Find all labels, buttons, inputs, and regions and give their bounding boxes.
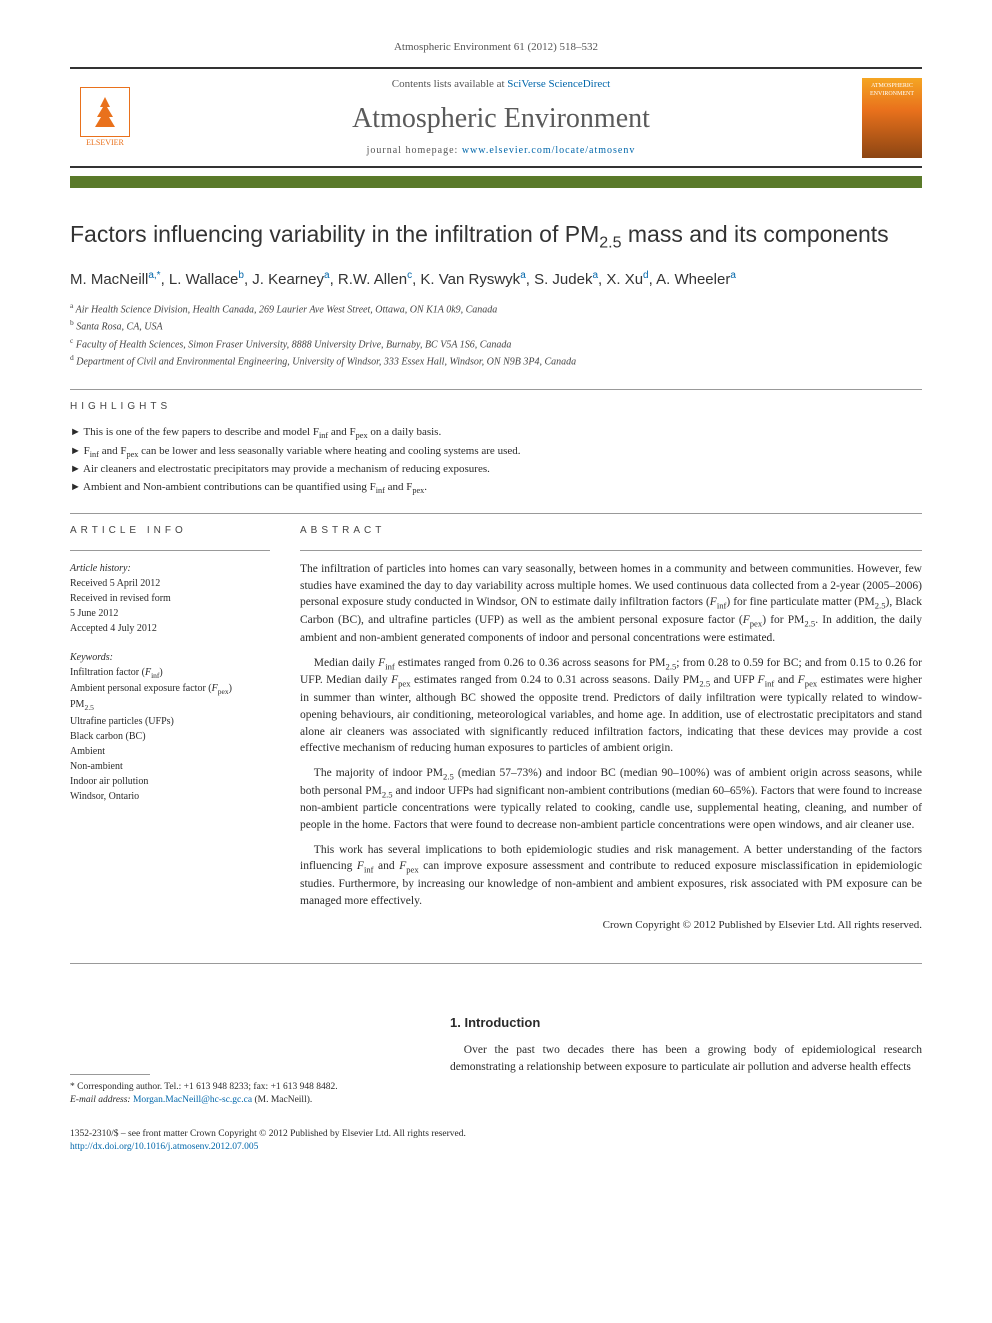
- doi-value: 10.1016/j.atmosenv.2012.07.005: [134, 1142, 258, 1152]
- highlight-item: Air cleaners and electrostatic precipita…: [70, 461, 922, 479]
- highlight-item: Ambient and Non-ambient contributions ca…: [70, 479, 922, 497]
- affiliations: a Air Health Science Division, Health Ca…: [70, 300, 922, 369]
- copyright-line: Crown Copyright © 2012 Published by Else…: [300, 918, 922, 933]
- abstract-text: The infiltration of particles into homes…: [300, 561, 922, 910]
- abstract-paragraph: The majority of indoor PM2.5 (median 57–…: [300, 765, 922, 834]
- footnote-rule: [70, 1074, 150, 1075]
- history-revised: Received in revised form 5 June 2012: [70, 591, 270, 621]
- corr-author-line: * Corresponding author. Tel.: +1 613 948…: [70, 1081, 420, 1094]
- divider: [70, 550, 270, 551]
- highlights-list: This is one of the few papers to describ…: [70, 424, 922, 497]
- homepage-prefix: journal homepage:: [367, 145, 462, 156]
- journal-cover-thumbnail[interactable]: ATMOSPHERIC ENVIRONMENT: [862, 78, 922, 158]
- article-info-label: ARTICLE INFO: [70, 524, 270, 538]
- keyword: Black carbon (BC): [70, 729, 270, 744]
- keyword: PM2.5: [70, 697, 270, 713]
- email-label: E-mail address:: [70, 1095, 133, 1105]
- masthead-center: Contents lists available at SciVerse Sci…: [140, 77, 862, 158]
- keyword: Non-ambient: [70, 759, 270, 774]
- elsevier-tree-icon: [80, 87, 130, 137]
- homepage-link[interactable]: www.elsevier.com/locate/atmosenv: [462, 145, 636, 156]
- abstract-label: ABSTRACT: [300, 524, 922, 538]
- footer-issn-text: 1352-2310/$ – see front matter Crown Cop…: [70, 1128, 922, 1141]
- header-citation: Atmospheric Environment 61 (2012) 518–53…: [70, 40, 922, 55]
- doi-prefix: http://dx.doi.org/: [70, 1142, 134, 1152]
- article-title: Factors influencing variability in the i…: [70, 218, 922, 255]
- keyword: Ambient personal exposure factor (Fpex): [70, 681, 270, 697]
- keywords-label: Keywords:: [70, 650, 270, 665]
- highlights-label: HIGHLIGHTS: [70, 400, 922, 414]
- affiliation: b Santa Rosa, CA, USA: [70, 317, 922, 334]
- affiliation: d Department of Civil and Environmental …: [70, 352, 922, 369]
- keyword: Windsor, Ontario: [70, 789, 270, 804]
- history-accepted: Accepted 4 July 2012: [70, 621, 270, 636]
- divider: [70, 389, 922, 390]
- cover-label: ATMOSPHERIC ENVIRONMENT: [866, 82, 918, 99]
- divider: [70, 513, 922, 514]
- corr-email-link[interactable]: Morgan.MacNeill@hc-sc.gc.ca: [133, 1095, 252, 1105]
- abstract-paragraph: The infiltration of particles into homes…: [300, 561, 922, 647]
- highlight-item: This is one of the few papers to describ…: [70, 424, 922, 442]
- abstract-paragraph: Median daily Finf estimates ranged from …: [300, 655, 922, 757]
- keywords-block: Keywords: Infiltration factor (Finf)Ambi…: [70, 650, 270, 804]
- corresponding-author-footnote: * Corresponding author. Tel.: +1 613 948…: [70, 1014, 420, 1108]
- authors-line: M. MacNeilla,*, L. Wallaceb, J. Kearneya…: [70, 269, 922, 290]
- affiliation: c Faculty of Health Sciences, Simon Fras…: [70, 335, 922, 352]
- intro-heading: 1. Introduction: [450, 1014, 922, 1032]
- history-label: Article history:: [70, 561, 270, 576]
- doi-link[interactable]: http://dx.doi.org/10.1016/j.atmosenv.201…: [70, 1142, 258, 1152]
- intro-body: Over the past two decades there has been…: [450, 1042, 922, 1075]
- title-sub: 2.5: [599, 235, 621, 252]
- keyword: Ultrafine particles (UFPs): [70, 714, 270, 729]
- divider: [300, 550, 922, 551]
- keyword: Infiltration factor (Finf): [70, 665, 270, 681]
- article-history: Article history: Received 5 April 2012 R…: [70, 561, 270, 636]
- contents-prefix: Contents lists available at: [392, 78, 507, 90]
- footer-issn: 1352-2310/$ – see front matter Crown Cop…: [70, 1128, 922, 1155]
- keyword: Indoor air pollution: [70, 774, 270, 789]
- history-received: Received 5 April 2012: [70, 576, 270, 591]
- title-post: mass and its components: [622, 221, 889, 247]
- homepage-line: journal homepage: www.elsevier.com/locat…: [140, 144, 862, 158]
- elsevier-label: ELSEVIER: [86, 137, 124, 148]
- email-name: (M. MacNeill).: [252, 1095, 312, 1105]
- masthead: ELSEVIER Contents lists available at Sci…: [70, 67, 922, 168]
- abstract-paragraph: This work has several implications to bo…: [300, 842, 922, 910]
- elsevier-logo[interactable]: ELSEVIER: [70, 78, 140, 158]
- keyword: Ambient: [70, 744, 270, 759]
- journal-title: Atmospheric Environment: [140, 99, 862, 138]
- accent-bar: [70, 176, 922, 188]
- highlight-item: Finf and Fpex can be lower and less seas…: [70, 443, 922, 461]
- keywords-list: Infiltration factor (Finf)Ambient person…: [70, 665, 270, 804]
- title-pre: Factors influencing variability in the i…: [70, 221, 599, 247]
- contents-line: Contents lists available at SciVerse Sci…: [140, 77, 862, 92]
- affiliation: a Air Health Science Division, Health Ca…: [70, 300, 922, 317]
- divider: [70, 963, 922, 964]
- sciverse-link[interactable]: SciVerse ScienceDirect: [507, 78, 610, 90]
